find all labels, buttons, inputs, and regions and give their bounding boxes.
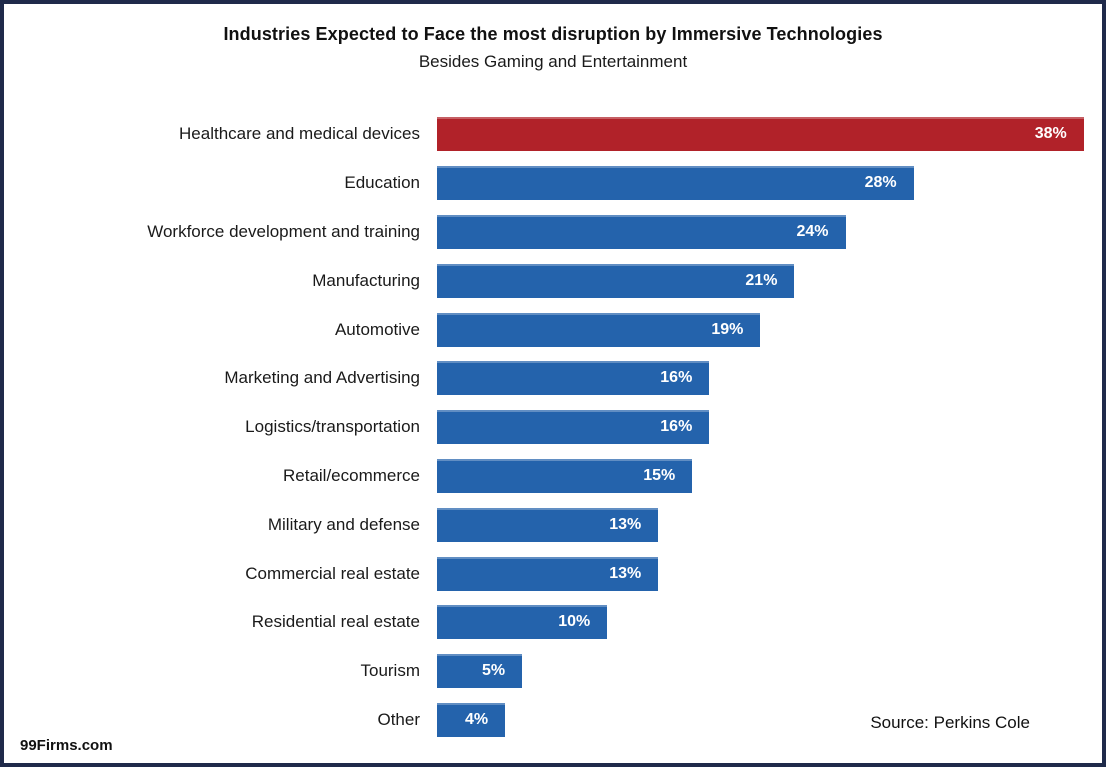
brand-watermark: 99Firms.com — [20, 737, 113, 754]
chart-subtitle: Besides Gaming and Entertainment — [418, 52, 688, 71]
bar-track: 4% — [437, 702, 1102, 737]
category-label: Marketing and Advertising — [224, 368, 420, 388]
category-label: Military and defense — [267, 514, 420, 534]
source-note: Source: Perkins Cole — [870, 713, 1030, 732]
bar-row: Other 4% — [4, 696, 1102, 745]
bar: 13% — [437, 507, 659, 542]
bar-row: Tourism 5% — [4, 647, 1102, 696]
bar-row: Workforce development and training 24% — [4, 208, 1102, 257]
bar-track: 21% — [437, 263, 1102, 298]
value-label: 16% — [660, 418, 693, 436]
bar-track: 10% — [437, 605, 1102, 640]
bar-row: Retail/ecommerce 15% — [4, 452, 1102, 501]
bar: 28% — [437, 166, 914, 201]
category-label: Education — [344, 173, 420, 193]
bar-track: 19% — [437, 312, 1102, 347]
bar: 4% — [437, 702, 506, 737]
bar: 19% — [437, 312, 761, 347]
bar-row: Manufacturing 21% — [4, 256, 1102, 305]
category-label: Residential real estate — [251, 612, 420, 632]
bar-row: Commercial real estate 13% — [4, 549, 1102, 598]
value-label: 19% — [711, 320, 744, 338]
bar-row: Healthcare and medical devices 38% — [4, 110, 1102, 159]
value-label: 38% — [1034, 125, 1067, 143]
bar-track: 38% — [437, 117, 1102, 152]
category-label: Healthcare and medical devices — [179, 124, 420, 144]
bar: 24% — [437, 214, 846, 249]
bar-track: 13% — [437, 507, 1102, 542]
bar-track: 5% — [437, 654, 1102, 689]
value-label: 13% — [609, 564, 642, 582]
bar-row: Automotive 19% — [4, 305, 1102, 354]
value-label: 24% — [796, 222, 829, 240]
value-label: 21% — [745, 271, 778, 289]
chart-header: Industries Expected to Face the most dis… — [4, 4, 1102, 77]
bar-track: 15% — [437, 458, 1102, 493]
bar: 5% — [437, 654, 523, 689]
bar-row: Education 28% — [4, 159, 1102, 208]
value-label: 28% — [864, 174, 897, 192]
bar: 21% — [437, 263, 795, 298]
bar: 15% — [437, 458, 693, 493]
bar-track: 24% — [437, 214, 1102, 249]
bar-row: Logistics/transportation 16% — [4, 403, 1102, 452]
chart-title: Industries Expected to Face the most dis… — [223, 24, 883, 44]
category-label: Tourism — [360, 661, 420, 681]
category-label: Commercial real estate — [245, 563, 420, 583]
bar-track: 16% — [437, 361, 1102, 396]
category-label: Logistics/transportation — [245, 417, 420, 437]
bar-track: 16% — [437, 410, 1102, 445]
category-label: Retail/ecommerce — [283, 465, 420, 485]
category-label: Manufacturing — [312, 270, 420, 290]
bar: 16% — [437, 361, 710, 396]
value-label: 4% — [464, 710, 489, 728]
bar: 10% — [437, 605, 608, 640]
bar-track: 13% — [437, 556, 1102, 591]
category-label: Workforce development and training — [147, 221, 420, 241]
value-label: 10% — [558, 613, 591, 631]
bar-row: Military and defense 13% — [4, 500, 1102, 549]
value-label: 5% — [481, 662, 506, 680]
bar: 16% — [437, 410, 710, 445]
value-label: 13% — [609, 515, 642, 533]
bar-row: Residential real estate 10% — [4, 598, 1102, 647]
category-label: Other — [377, 709, 420, 729]
bar: 13% — [437, 556, 659, 591]
category-label: Automotive — [334, 319, 420, 339]
bar-row: Marketing and Advertising 16% — [4, 354, 1102, 403]
bar-chart: Healthcare and medical devices 38% Educati… — [4, 110, 1102, 744]
value-label: 16% — [660, 369, 693, 387]
value-label: 15% — [643, 466, 676, 484]
bar: 38% — [437, 117, 1084, 152]
bar-track: 28% — [437, 166, 1102, 201]
